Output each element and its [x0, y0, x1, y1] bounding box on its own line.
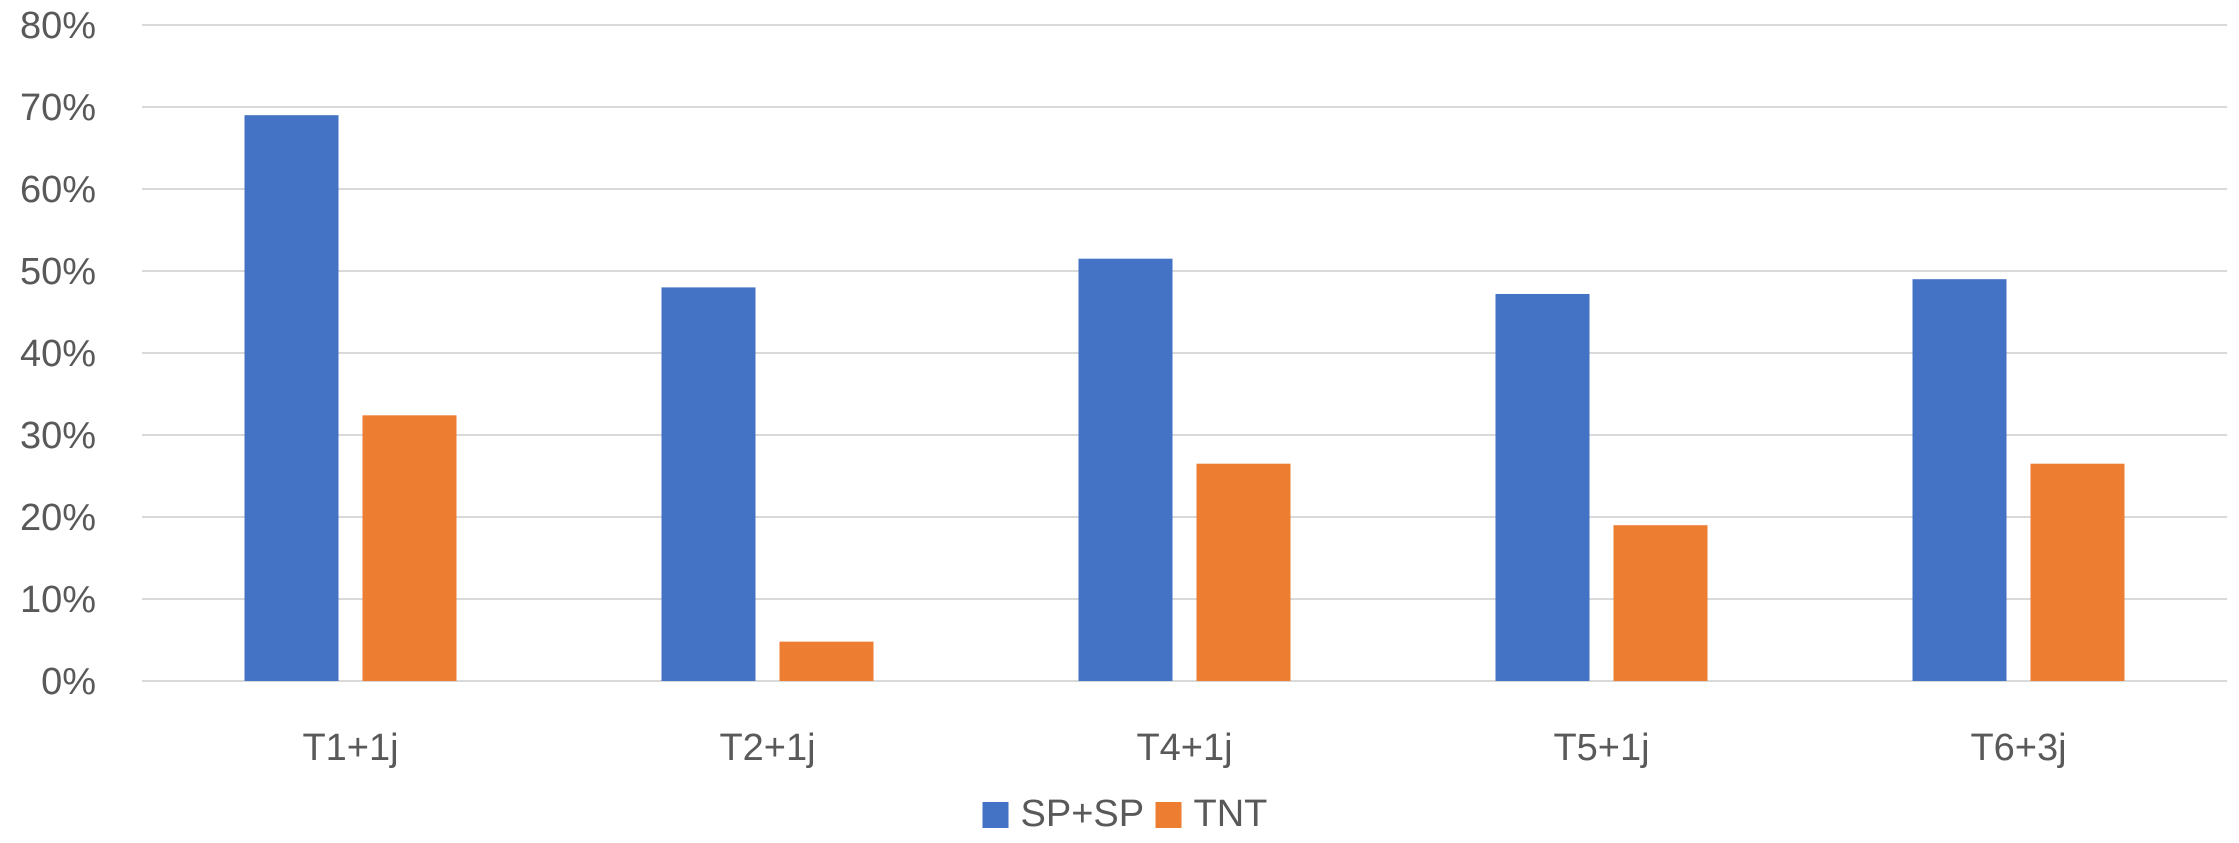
y-tick-label: 10% — [20, 579, 96, 621]
bars — [244, 115, 2125, 681]
legend-swatch — [982, 802, 1009, 828]
x-tick-label: T4+1j — [1136, 727, 1232, 769]
bar-sp-sp-t1-1j — [244, 115, 339, 681]
y-tick-label: 80% — [20, 5, 96, 47]
bar-tnt-t6-3j — [2030, 463, 2125, 681]
x-tick-label: T1+1j — [302, 727, 398, 769]
bar-sp-sp-t5-1j — [1495, 293, 1590, 681]
legend-swatch — [1155, 802, 1182, 828]
y-tick-label: 50% — [20, 251, 96, 293]
legend-item: TNT — [1155, 793, 1268, 835]
legend: SP+SP TNT — [982, 793, 1268, 835]
x-tick-label: T2+1j — [719, 727, 815, 769]
bar-sp-sp-t4-1j — [1078, 258, 1173, 681]
y-tick-label: 30% — [20, 415, 96, 457]
bar-tnt-t1-1j — [362, 415, 457, 681]
bar-tnt-t4-1j — [1196, 463, 1291, 681]
x-tick-label: T6+3j — [1970, 727, 2066, 769]
bar-sp-sp-t2-1j — [661, 287, 756, 681]
legend-item: SP+SP — [982, 793, 1145, 835]
bar-tnt-t5-1j — [1613, 525, 1708, 681]
x-tick-label: T5+1j — [1553, 727, 1649, 769]
y-axis-ticks: 0% 10% 20% 30% 40% 50% 60% 70% 80% — [20, 5, 96, 703]
y-tick-label: 40% — [20, 333, 96, 375]
y-tick-label: 60% — [20, 169, 96, 211]
bar-sp-sp-t6-3j — [1912, 279, 2007, 681]
bar-tnt-t2-1j — [779, 641, 874, 681]
gridlines — [142, 24, 2227, 682]
x-axis-ticks: T1+1j T2+1j T4+1j T5+1j T6+3j — [302, 727, 2066, 769]
y-tick-label: 70% — [20, 87, 96, 129]
legend-label: SP+SP — [1021, 793, 1145, 835]
y-tick-label: 20% — [20, 497, 96, 539]
legend-label: TNT — [1194, 793, 1268, 835]
y-tick-label: 0% — [41, 661, 96, 703]
